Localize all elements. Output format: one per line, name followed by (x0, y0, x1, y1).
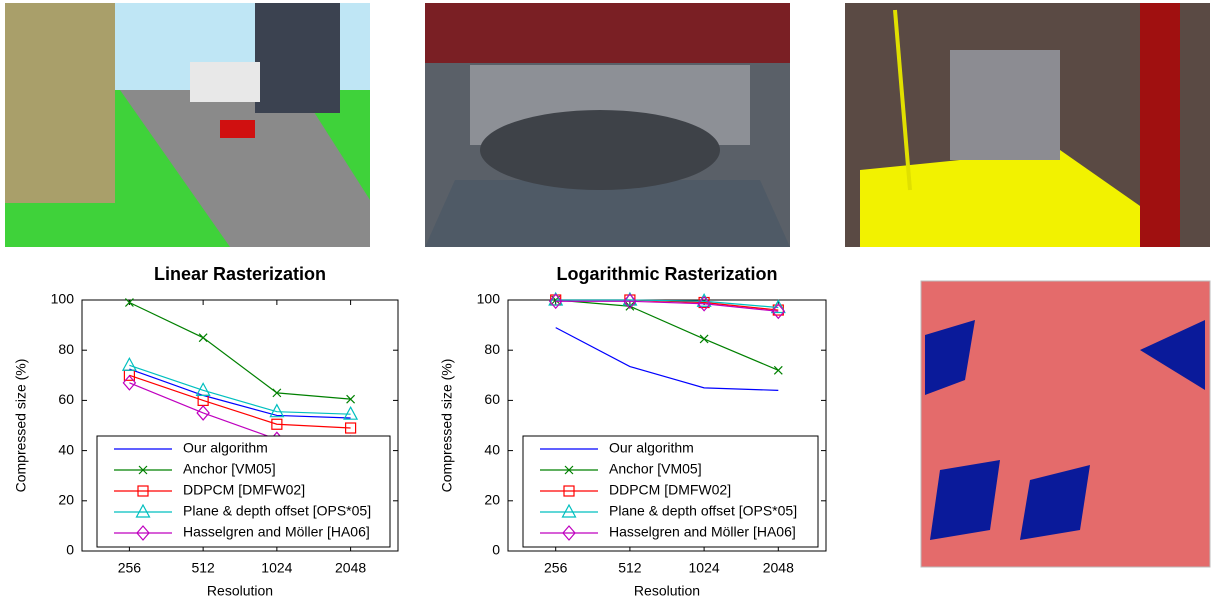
series-line (555, 299, 779, 371)
marker (697, 295, 711, 312)
marker (699, 334, 709, 344)
legend-label: Our algorithm (609, 440, 694, 456)
y-tick-label: 80 (58, 341, 74, 357)
marker (345, 422, 357, 434)
y-tick-label: 80 (484, 341, 500, 357)
marker (625, 301, 635, 311)
y-tick-label: 60 (58, 391, 74, 407)
marker (121, 357, 137, 371)
marker (269, 403, 285, 418)
chart-title: Logarithmic Rasterization (556, 264, 777, 284)
x-tick-label: 256 (118, 560, 142, 576)
marker (137, 485, 149, 497)
series-line (129, 374, 351, 429)
marker (196, 405, 210, 421)
marker (770, 299, 786, 314)
marker (548, 291, 564, 306)
legend-label: DDPCM [DMFW02] (609, 482, 731, 498)
legend-label: Hasselgren and Möller [HA06] (609, 524, 796, 540)
y-tick-label: 20 (484, 492, 500, 508)
marker (562, 525, 576, 541)
marker (135, 503, 151, 518)
x-tick-label: 512 (618, 560, 642, 576)
marker (548, 293, 563, 310)
legend-label: Anchor [VM05] (183, 461, 276, 477)
x-tick-label: 2048 (335, 560, 366, 576)
x-tick-label: 512 (191, 560, 215, 576)
marker (563, 485, 575, 497)
y-tick-label: 100 (51, 291, 75, 307)
x-axis-label: Resolution (207, 583, 273, 599)
series-line (555, 299, 779, 309)
y-tick-label: 60 (484, 391, 500, 407)
series-line (129, 368, 351, 419)
x-tick-label: 1024 (689, 560, 720, 576)
x-tick-label: 1024 (261, 560, 292, 576)
marker (623, 293, 637, 310)
x-axis-label: Resolution (634, 583, 700, 599)
depth-image (920, 280, 1211, 568)
marker (198, 333, 208, 343)
marker (622, 291, 638, 306)
y-tick-label: 40 (58, 441, 74, 457)
marker (346, 394, 356, 404)
marker (343, 405, 359, 420)
chart-title: Linear Rasterization (154, 264, 326, 284)
marker (136, 525, 150, 541)
marker (124, 298, 134, 307)
chart: Linear Rasterization Resolution Compressed… (13, 264, 399, 599)
legend-label: Plane & depth offset [OPS*05] (609, 503, 797, 519)
x-tick-label: 2048 (763, 560, 794, 576)
city-image (5, 3, 370, 247)
marker (561, 503, 577, 518)
axes-frame (81, 299, 399, 552)
legend-label: Our algorithm (183, 440, 268, 456)
marker (272, 388, 282, 398)
marker (138, 465, 148, 475)
series-line (555, 327, 779, 391)
y-tick-label: 40 (484, 441, 500, 457)
legend-label: Plane & depth offset [OPS*05] (183, 503, 371, 519)
hangar-image (425, 3, 790, 247)
y-tick-label: 100 (477, 291, 501, 307)
series-line (555, 300, 779, 312)
legend-label: Anchor [VM05] (609, 461, 702, 477)
marker (771, 303, 786, 320)
chart: Logarithmic Rasterization Resolution Compr… (439, 264, 827, 599)
y-tick-label: 0 (492, 542, 500, 558)
legend-label: DDPCM [DMFW02] (183, 482, 305, 498)
series-line (129, 301, 351, 400)
plant-image (845, 3, 1210, 247)
series-line (129, 364, 351, 415)
marker (564, 465, 574, 475)
marker (195, 382, 211, 396)
marker (122, 374, 137, 391)
x-tick-label: 256 (544, 560, 568, 576)
marker (773, 365, 783, 375)
y-axis-label: Compressed size (%) (13, 359, 29, 493)
legend-label: Hasselgren and Möller [HA06] (183, 524, 370, 540)
marker (271, 418, 283, 430)
y-tick-label: 0 (66, 542, 74, 558)
axes-frame (507, 299, 827, 552)
y-tick-label: 20 (58, 492, 74, 508)
y-axis-label: Compressed size (%) (439, 359, 455, 493)
